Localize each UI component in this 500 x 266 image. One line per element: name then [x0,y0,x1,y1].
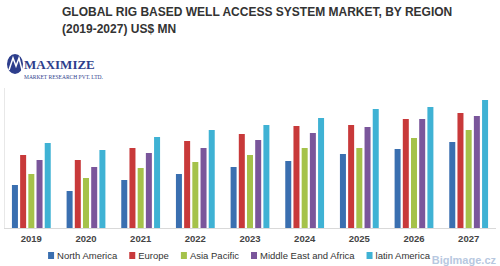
bar [318,118,324,228]
bar [239,134,245,228]
bar [184,141,190,228]
bar [99,150,105,228]
bar [45,143,51,228]
bar [91,167,97,228]
bar [67,191,73,228]
bar [146,153,152,228]
x-tick-label: 2025 [349,233,371,244]
legend-label: Middle East and Africa [260,250,355,261]
bar [373,109,379,228]
bar [247,155,253,228]
bar [310,133,316,228]
bar [231,167,237,228]
x-tick-label: 2026 [403,233,424,244]
bar [348,125,354,228]
bar [356,148,362,228]
bar [365,127,371,228]
bar [37,160,43,228]
bar [12,185,18,228]
logo: MAXIMIZE MARKET RESEARCH PVT. LTD. [7,54,104,80]
legend: North America Europe Asia Pacific Middle Ea… [48,250,431,261]
legend-swatch [48,252,54,259]
bar [255,140,261,228]
bar [129,148,135,228]
legend-swatch [251,252,257,259]
logo-icon [7,54,23,74]
bar [293,126,299,228]
x-tick-label: 2020 [75,233,96,244]
title: GLOBAL RIG BASED WELL ACCESS SYSTEM MARK… [62,5,452,19]
legend-label: Europe [138,250,169,261]
bar [154,137,160,228]
bar [419,119,425,228]
legend-swatch [181,252,187,259]
chart: MAXIMIZE MARKET RESEARCH PVT. LTD. GLOBAL … [0,0,500,266]
y-axis [4,88,5,228]
logo-name: MAXIMIZE [24,57,95,72]
bar [474,116,480,228]
bar [411,138,417,228]
bar [340,154,346,228]
legend-label: North America [57,250,118,261]
bar [75,160,81,228]
legend-swatch [129,252,135,259]
x-tick-label: 2019 [21,233,42,244]
bar [427,107,433,228]
x-tick-label: 2027 [458,233,479,244]
bar [138,168,144,228]
x-tick-label: 2022 [185,233,206,244]
bar [449,142,455,228]
legend-label: Asia Pacific [190,250,239,261]
bar [201,148,207,228]
x-axis [4,228,496,229]
bar [482,100,488,228]
logo-icon-m [9,58,22,70]
bar [263,125,269,228]
subtitle: (2019-2027) US$ MN [62,22,176,36]
bar [192,162,198,228]
legend-swatch [367,252,373,259]
bar [121,180,127,228]
bar [285,161,291,228]
bar [457,113,463,228]
x-tick-label: 2021 [130,233,152,244]
bars [12,100,488,228]
bar [395,149,401,228]
bar [83,178,89,228]
bar [403,119,409,228]
legend-label: latin America [376,250,431,261]
bar [302,148,308,228]
bar [20,155,26,228]
logo-tagline: MARKET RESEARCH PVT. LTD. [24,74,104,80]
x-tick-label: 2023 [239,233,260,244]
bar [209,130,215,228]
bar [176,174,182,228]
watermark: BigImage.cz [432,254,497,266]
bar [466,130,472,228]
x-tick-label: 2024 [294,233,316,244]
bar [28,174,34,228]
